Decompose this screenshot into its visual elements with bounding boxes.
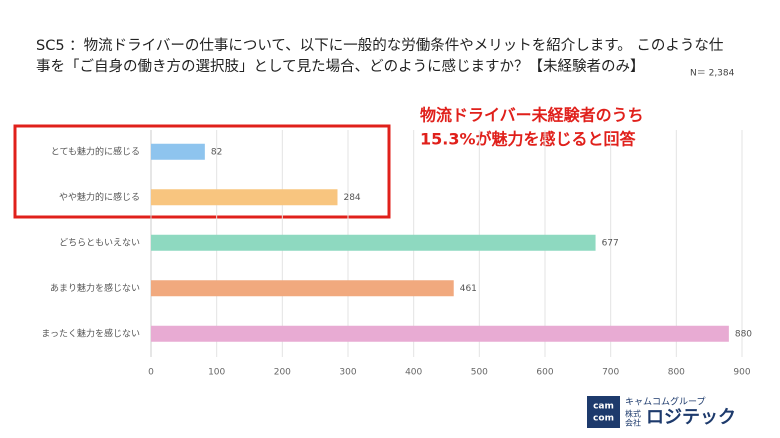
value-label: 677 (602, 238, 619, 248)
y-tick-label: まったく魅力を感じない (41, 327, 140, 339)
logo-icon-text: cam (593, 402, 614, 412)
value-label: 82 (211, 147, 222, 157)
x-tick-label: 800 (668, 368, 685, 378)
bar (151, 234, 596, 251)
logo-icon (587, 396, 620, 428)
y-tick-label: あまり魅力を感じない (50, 282, 140, 294)
x-tick-label: 700 (602, 368, 619, 378)
logo-company-type: 株式 (625, 409, 641, 419)
value-label: 461 (460, 284, 477, 294)
x-tick-label: 200 (274, 368, 291, 378)
x-tick-label: 500 (471, 368, 488, 378)
y-tick-label: どちらともいえない (59, 237, 140, 248)
logo-company-type: 会社 (625, 418, 641, 428)
logo: cam com キャムコムグループ 株式 会社 ロジテック (587, 396, 736, 428)
annotation: 物流ドライバー未経験者のうち (420, 106, 644, 125)
bar (151, 280, 454, 297)
x-tick-label: 600 (536, 368, 553, 378)
sample-size: N＝ 2,384 (690, 69, 735, 79)
bar (151, 143, 205, 160)
chart-title: SC5 ：物流ドライバーの仕事について、以下に一般的な労働条件やメリットを紹介し… (36, 37, 723, 54)
x-tick-label: 400 (405, 368, 422, 378)
x-tick-label: 100 (208, 368, 225, 378)
bar (151, 189, 338, 206)
value-label: 284 (343, 193, 360, 203)
logo-name: ロジテック (646, 407, 736, 428)
x-tick-label: 0 (148, 368, 154, 378)
y-tick-label: やや魅力的に感じる (59, 191, 140, 203)
chart-title: 事を「ご自身の働き方の選択肢」として見た場合、どのように感じますか？【未経験者の… (36, 58, 645, 75)
logo-icon-text: com (593, 414, 614, 424)
annotation: 15.3%が魅力を感じると回答 (420, 130, 637, 149)
logo-group: キャムコムグループ (625, 396, 705, 408)
bar (151, 325, 729, 342)
y-tick-label: とても魅力的に感じる (51, 145, 140, 157)
value-label: 880 (735, 329, 752, 339)
highlight-box (13, 124, 391, 219)
x-tick-label: 900 (733, 368, 750, 378)
x-tick-label: 300 (339, 368, 356, 378)
